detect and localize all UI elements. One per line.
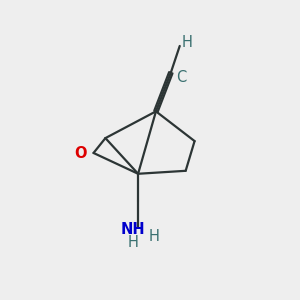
Text: H: H — [182, 35, 193, 50]
Text: O: O — [74, 146, 86, 161]
Text: NH: NH — [121, 222, 146, 237]
Text: H: H — [128, 235, 139, 250]
Text: C: C — [176, 70, 186, 85]
Text: H: H — [149, 229, 160, 244]
